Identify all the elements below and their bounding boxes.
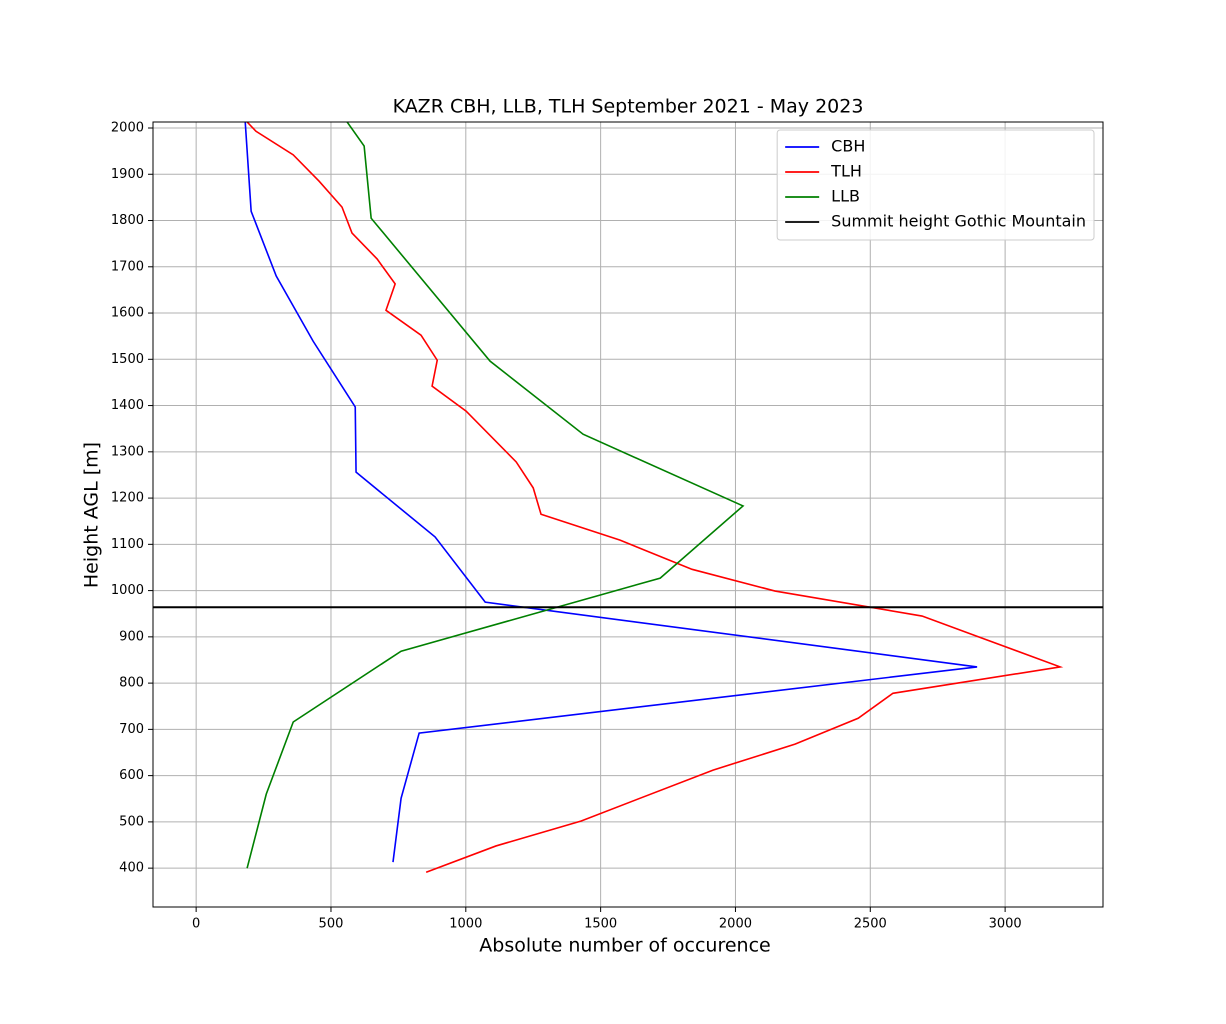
y-tick-label: 1100: [111, 537, 144, 552]
x-axis-label: Absolute number of occurence: [479, 935, 770, 957]
x-tick-label: 1500: [584, 917, 617, 932]
y-tick-label: 600: [119, 768, 144, 783]
y-tick-label: 900: [119, 629, 144, 644]
chart-title: KAZR CBH, LLB, TLH September 2021 - May …: [393, 96, 864, 118]
y-axis-label: Height AGL [m]: [81, 442, 103, 588]
series-line: [246, 122, 745, 869]
y-tick-label: 1300: [111, 444, 144, 459]
x-tick-label: 1000: [449, 917, 482, 932]
y-tick-label: 1500: [111, 352, 144, 367]
y-tick-label: 1800: [111, 213, 144, 228]
y-tick-label: 400: [119, 861, 144, 876]
y-tick-label: 1700: [111, 259, 144, 274]
y-tick-label: 500: [119, 814, 144, 829]
x-tick-label: 2500: [854, 917, 887, 932]
y-tick-label: 700: [119, 722, 144, 737]
y-tick-label: 1400: [111, 398, 144, 413]
legend-box: [776, 129, 1095, 241]
legend-label: CBH: [831, 137, 865, 156]
legend-label: Summit height Gothic Mountain: [831, 212, 1086, 231]
y-tick-label: 1000: [111, 583, 144, 598]
x-tick-label: 3000: [989, 917, 1022, 932]
y-tick-label: 1600: [111, 306, 144, 321]
legend-label: TLH: [830, 162, 862, 181]
legend-label: LLB: [831, 187, 860, 206]
x-tick-label: 500: [319, 917, 344, 932]
y-tick-label: 1200: [111, 491, 144, 506]
y-tick-label: 1900: [111, 167, 144, 182]
x-tick-label: 0: [192, 917, 200, 932]
plot-frame: [152, 121, 1104, 908]
x-tick-label: 2000: [719, 917, 752, 932]
series-line: [244, 122, 978, 863]
y-tick-label: 800: [119, 676, 144, 691]
legend: CBH TLH LLB Summit height Gothic Mountain: [776, 129, 1095, 241]
series-line: [246, 122, 1064, 874]
y-tick-label: 2000: [111, 121, 144, 136]
